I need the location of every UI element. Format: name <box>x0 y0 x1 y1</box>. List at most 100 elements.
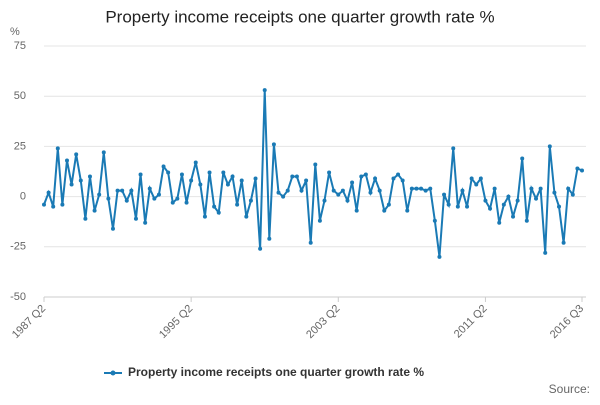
point <box>460 188 465 193</box>
point <box>207 170 212 175</box>
point <box>42 202 46 207</box>
point <box>285 188 290 193</box>
point <box>262 88 267 93</box>
point <box>474 182 479 187</box>
point <box>396 172 401 177</box>
point <box>317 218 322 223</box>
point <box>534 196 539 201</box>
point <box>281 194 286 199</box>
point <box>561 240 566 245</box>
point <box>120 188 125 193</box>
point <box>354 208 359 213</box>
point <box>101 150 106 155</box>
y-tick-label: 0 <box>20 191 26 203</box>
point <box>193 160 198 165</box>
y-unit: % <box>10 26 20 38</box>
point <box>276 190 281 195</box>
point <box>543 250 548 255</box>
point <box>442 192 447 197</box>
point <box>239 178 244 183</box>
point <box>106 196 111 201</box>
point <box>216 210 221 215</box>
point <box>129 188 134 193</box>
x-tick-label: 1995 Q2 <box>157 303 195 341</box>
source: Source: <box>549 382 590 396</box>
point <box>87 174 92 179</box>
point <box>143 220 148 225</box>
point <box>64 158 69 163</box>
point <box>469 176 474 181</box>
x-tick-label: 1987 Q2 <box>10 303 48 341</box>
point <box>428 186 433 191</box>
point <box>60 202 65 207</box>
point <box>414 186 419 191</box>
point <box>359 174 364 179</box>
point <box>529 186 534 191</box>
point <box>575 166 580 171</box>
point <box>147 186 152 191</box>
point <box>391 176 396 181</box>
point <box>557 204 562 209</box>
point <box>271 142 276 147</box>
point <box>258 246 263 251</box>
point <box>566 186 571 191</box>
point <box>405 208 410 213</box>
point <box>161 164 166 169</box>
point <box>115 188 120 193</box>
point <box>138 172 143 177</box>
point <box>552 190 557 195</box>
point <box>492 186 497 191</box>
point <box>166 170 171 175</box>
point <box>327 170 332 175</box>
point <box>248 198 253 203</box>
point <box>51 204 56 209</box>
point <box>92 208 97 213</box>
point <box>570 192 575 197</box>
point <box>230 174 235 179</box>
x-tick-label: 2011 Q2 <box>452 303 490 341</box>
point <box>212 204 217 209</box>
point <box>368 190 373 195</box>
point <box>331 188 336 193</box>
point <box>382 208 387 213</box>
point <box>455 204 460 209</box>
point <box>451 146 456 151</box>
point <box>520 156 525 161</box>
y-tick-label: -50 <box>10 291 26 303</box>
point <box>363 172 368 177</box>
series-line <box>43 90 583 257</box>
y-tick-label: 50 <box>14 90 26 102</box>
point <box>400 178 405 183</box>
y-tick-label: 75 <box>14 40 26 52</box>
point <box>124 198 129 203</box>
point <box>179 172 184 177</box>
point <box>419 186 424 191</box>
y-tick-label: -25 <box>10 241 26 253</box>
legend-label: Property income receipts one quarter gro… <box>128 365 424 379</box>
point <box>488 206 493 211</box>
point <box>322 198 327 203</box>
point <box>156 192 161 197</box>
point <box>409 186 414 191</box>
point <box>202 214 207 219</box>
point <box>304 178 309 183</box>
point <box>152 196 157 201</box>
point <box>345 198 350 203</box>
chart-title: Property income receipts one quarter gro… <box>105 7 494 26</box>
y-tick-label: 25 <box>14 140 26 152</box>
point <box>580 168 584 173</box>
point <box>253 176 258 181</box>
point <box>290 174 295 179</box>
point <box>221 170 226 175</box>
point <box>483 198 488 203</box>
point <box>78 178 83 183</box>
point <box>175 196 180 201</box>
point <box>267 236 272 241</box>
point <box>198 182 203 187</box>
point <box>377 188 382 193</box>
point <box>170 200 175 205</box>
point <box>55 146 60 151</box>
point <box>74 152 79 157</box>
point <box>244 214 249 219</box>
